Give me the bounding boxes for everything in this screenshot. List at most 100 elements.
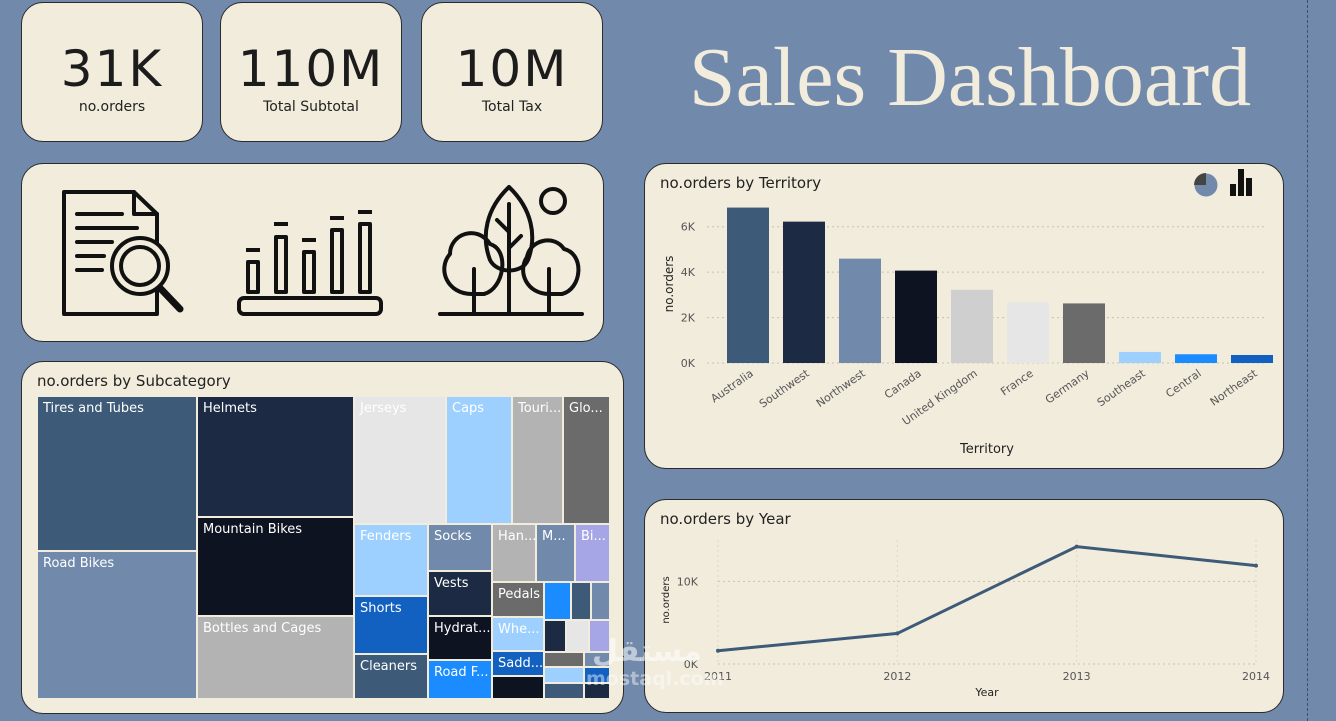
treemap-cell[interactable]: Mountain Bikes [197, 517, 354, 616]
treemap-cell-label: Road Bikes [43, 556, 115, 571]
x-tick-label: Central [1163, 367, 1203, 401]
treemap-cell-label: Bottles and Cages [203, 621, 322, 636]
treemap-cell[interactable]: Jerseys [354, 396, 446, 524]
kpi-card-subtotal: 110M Total Subtotal [220, 2, 402, 142]
x-tick-label: Northeast [1208, 366, 1261, 408]
treemap-cell[interactable]: Whe... [492, 617, 544, 651]
treemap-cell-label: Sadd... [498, 656, 544, 671]
territory-chart-title: no.orders by Territory [660, 174, 822, 192]
treemap-cell[interactable]: Pedals [492, 582, 544, 617]
treemap-cell[interactable]: Road F... [428, 660, 492, 699]
treemap-cell[interactable]: Fenders [354, 524, 428, 596]
treemap-cell[interactable]: Cleaners [354, 654, 428, 699]
treemap-cell-label: Glo... [569, 401, 603, 416]
treemap-cell-label: Road F... [434, 665, 489, 680]
series-line[interactable] [717, 545, 1257, 653]
treemap-cell[interactable]: Han... [492, 524, 536, 582]
treemap-cell-label: Cleaners [360, 659, 418, 674]
treemap-cell[interactable]: M... [536, 524, 575, 582]
treemap-cell[interactable] [584, 683, 610, 699]
treemap-cell[interactable]: Bottles and Cages [197, 616, 354, 699]
year-chart-title: no.orders by Year [660, 510, 791, 528]
y-axis-title: no.orders [662, 256, 676, 313]
treemap-cell-label: Helmets [203, 401, 257, 416]
data-point[interactable] [1254, 563, 1258, 568]
watermark: مستقل mostaql.com [586, 636, 724, 691]
bar[interactable] [839, 258, 881, 363]
treemap-cell[interactable]: Sadd... [492, 651, 544, 676]
kpi-label: no.orders [78, 99, 146, 115]
treemap-cell[interactable] [544, 582, 571, 620]
treemap-cell[interactable] [544, 683, 584, 699]
treemap-cell[interactable] [589, 620, 610, 652]
data-point[interactable] [1074, 544, 1079, 549]
treemap-cell-label: Vests [434, 576, 469, 591]
document-search-icon [62, 190, 184, 316]
pie-chart-icon[interactable] [1193, 172, 1219, 198]
bar[interactable] [1119, 351, 1161, 363]
treemap-cell[interactable]: Bi... [575, 524, 610, 582]
treemap-cell[interactable] [584, 652, 610, 667]
treemap-cell[interactable]: Vests [428, 571, 492, 616]
treemap-cell[interactable]: Helmets [197, 396, 354, 517]
x-tick-label: 2012 [883, 670, 911, 683]
treemap-cell[interactable] [566, 620, 589, 652]
y-axis-title: no.orders [661, 576, 672, 623]
treemap-cell[interactable]: Glo... [563, 396, 610, 524]
treemap-cell[interactable] [492, 676, 544, 699]
treemap-title: no.orders by Subcategory [37, 372, 231, 390]
treemap-cell-label: Pedals [498, 587, 540, 602]
treemap-cell[interactable]: Caps [446, 396, 512, 524]
x-tick-label: Australia [708, 367, 755, 406]
x-tick-label: Canada [882, 367, 924, 402]
x-tick-label: Germany [1043, 367, 1092, 407]
x-tick-label: Southeast [1095, 366, 1148, 409]
x-tick-label: 2011 [704, 670, 732, 683]
treemap-cell[interactable] [544, 652, 584, 667]
x-tick-label: 2014 [1242, 670, 1270, 683]
treemap-cell[interactable]: Shorts [354, 596, 428, 654]
treemap-cell-label: Shorts [360, 601, 402, 616]
treemap-cell[interactable]: Touri... [512, 396, 563, 524]
y-tick-label: 10K [677, 575, 699, 588]
treemap-cell[interactable]: Tires and Tubes [37, 396, 197, 551]
bar[interactable] [1175, 354, 1217, 363]
y-tick-label: 4K [681, 266, 696, 279]
treemap-cell-label: Bi... [581, 529, 606, 544]
year-line-chart: 0K 10K 2011 2012 2013 2014 Year no.orders [661, 540, 1270, 699]
treemap-cell-label: Jerseys [360, 401, 407, 416]
treemap-cell[interactable]: Hydrat... [428, 616, 492, 660]
treemap-cell[interactable]: Socks [428, 524, 492, 571]
treemap-cell-label: Whe... [498, 622, 540, 637]
bar-chart-icon[interactable] [1230, 169, 1252, 196]
treemap-cell-label: Touri... [518, 401, 562, 416]
y-tick-label: 6K [681, 221, 696, 234]
x-tick-label: Northwest [814, 366, 868, 409]
data-point[interactable] [895, 631, 900, 636]
treemap-cell[interactable] [544, 667, 584, 683]
bar[interactable] [1007, 302, 1049, 363]
treemap-cell[interactable]: Road Bikes [37, 551, 197, 699]
divider [1307, 0, 1308, 721]
kpi-label: Total Tax [481, 99, 543, 115]
year-chart-card: no.orders by Year 0K 10K 2011 2012 2013 2014 Y… [644, 499, 1284, 713]
icons-card [21, 163, 604, 342]
y-tick-label: 2K [681, 312, 696, 325]
treemap-cell[interactable] [571, 582, 591, 620]
bar[interactable] [727, 207, 769, 363]
treemap-cell[interactable] [591, 582, 610, 620]
treemap-card: no.orders by Subcategory Tires and Tubes… [21, 361, 624, 714]
treemap-cell-label: Hydrat... [434, 621, 491, 636]
data-point[interactable] [716, 648, 720, 653]
treemap-cell[interactable] [584, 667, 610, 683]
y-tick-label: 0K [684, 658, 699, 671]
bar[interactable] [783, 221, 825, 363]
bar[interactable] [895, 270, 937, 363]
treemap-cell[interactable] [544, 620, 566, 652]
bar[interactable] [951, 289, 993, 363]
x-tick-label: France [998, 367, 1036, 399]
bar[interactable] [1231, 355, 1273, 363]
bar[interactable] [1063, 303, 1105, 363]
kpi-value: 10M [455, 40, 569, 98]
x-tick-label: 2013 [1063, 670, 1091, 683]
